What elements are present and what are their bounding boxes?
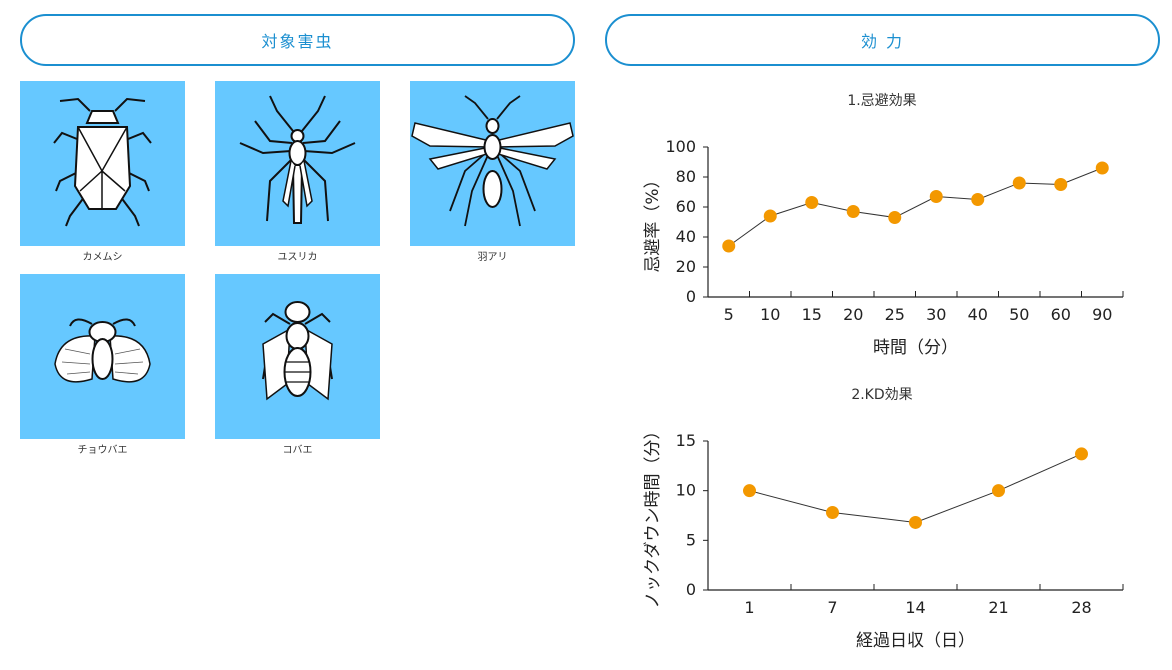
winged-ant-tile: [410, 81, 575, 246]
insect-label: コバエ: [282, 445, 313, 456]
chart1-x-tick-label: 60: [1051, 305, 1071, 324]
chart2-y-tick-label: 0: [686, 580, 696, 599]
insect-label: カメムシ: [82, 252, 123, 263]
chart1-x-tick-label: 90: [1092, 305, 1112, 324]
chart1-x-tick-label: 10: [760, 305, 780, 324]
small-fly-tile: [215, 274, 380, 439]
knockdown-chart: 0 5 10 15 1 7 14 21 28 経過日収（日） ノックダウン時間（分）: [643, 423, 1124, 651]
chart2-x-tick-label: 14: [905, 598, 925, 617]
chart2-title: 2.KD効果: [851, 387, 913, 403]
chart1-x-tick-label: 30: [926, 305, 946, 324]
target-pests-title: 対象害虫: [261, 32, 334, 51]
chart1-data-point: [971, 193, 985, 206]
chart1-data-point: [1095, 161, 1109, 175]
small-fly-icon: [262, 301, 333, 401]
chart2-x-tick-label: 21: [988, 598, 1008, 617]
chart1-x-tick-label: 20: [843, 305, 863, 324]
chart2-x-tick-label: 1: [744, 598, 754, 617]
chart2-series-line: [749, 453, 1082, 523]
chart1-y-tick-label: 20: [676, 257, 696, 276]
winged-ant-icon: [411, 95, 574, 227]
chart1-data-point: [1054, 178, 1068, 191]
chart1-y-tick-label: 100: [665, 137, 696, 156]
chart2-data-point: [743, 484, 756, 498]
chart1-data-point: [1012, 176, 1026, 190]
chart2-data-point: [1075, 447, 1088, 461]
chart1-x-tick-label: 50: [1009, 305, 1029, 324]
moth-fly-tile: [20, 274, 185, 439]
chart1-data-point: [805, 196, 819, 209]
stink-bug-tile: [20, 81, 185, 246]
chart1-y-axis-label: 忌避率（%）: [643, 171, 663, 272]
stink-bug-icon: [53, 97, 152, 227]
repellency-chart: 0 20 40 60 80 100 5 10 15 20 25 30 40 50 60 90 時間（分） 忌避率（…: [643, 137, 1124, 358]
chart1-y-tick-label: 60: [676, 197, 696, 216]
chart1-x-tick-label: 25: [885, 305, 905, 324]
chart1-title: 1.忌避効果: [847, 93, 917, 109]
chart1-x-tick-label: 40: [968, 305, 988, 324]
chart1-data-point: [929, 190, 943, 203]
chart1-x-tick-label: 5: [724, 305, 734, 324]
target-pests-header: 対象害虫: [20, 14, 575, 66]
chart1-x-tick-label: 15: [802, 305, 822, 324]
chart1-data-point: [888, 211, 902, 224]
chart2-data-point: [826, 506, 839, 520]
chart2-x-tick-label: 7: [827, 598, 837, 617]
moth-fly-icon: [54, 318, 151, 383]
chart2-y-tick-label: 15: [676, 431, 696, 450]
chart2-y-axis-label: ノックダウン時間（分）: [643, 423, 663, 609]
chart1-x-axis-label: 時間（分）: [873, 338, 958, 358]
chart2-x-tick-label: 28: [1071, 598, 1091, 617]
chart2-y-tick-label: 5: [686, 530, 696, 549]
chart2-data-point: [909, 515, 922, 529]
chart2-x-axis-label: 経過日収（日）: [856, 631, 975, 651]
chart2-data-point: [992, 484, 1005, 498]
insect-label: ユスリカ: [277, 252, 318, 263]
chart1-y-tick-label: 40: [676, 227, 696, 246]
insect-label: 羽アリ: [477, 252, 508, 263]
chart1-y-tick-label: 0: [686, 287, 696, 306]
chart1-y-tick-label: 80: [676, 167, 696, 186]
chart1-data-point: [763, 209, 777, 223]
chart2-y-tick-label: 10: [676, 481, 696, 500]
midge-icon: [239, 95, 356, 224]
insect-label: チョウバエ: [77, 445, 128, 456]
efficacy-header: 効 力: [605, 14, 1160, 66]
chart1-data-point: [722, 239, 736, 253]
chart1-series-line: [728, 167, 1103, 247]
efficacy-title: 効 力: [860, 32, 905, 51]
midge-tile: [215, 81, 380, 246]
chart1-data-point: [846, 205, 860, 218]
